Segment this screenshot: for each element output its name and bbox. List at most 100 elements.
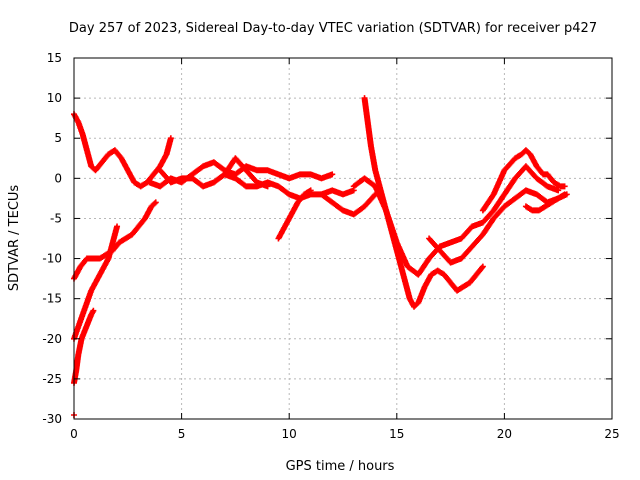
data-point xyxy=(288,193,291,196)
data-point xyxy=(213,161,215,164)
data-point xyxy=(154,201,157,204)
data-point xyxy=(430,273,433,276)
data-point xyxy=(372,157,374,160)
data-point xyxy=(449,241,452,244)
data-point xyxy=(352,213,355,216)
data-point xyxy=(288,177,291,180)
data-point xyxy=(90,289,93,292)
data-point xyxy=(144,217,146,220)
data-point xyxy=(234,157,237,160)
data-point xyxy=(148,181,151,184)
data-point xyxy=(116,225,118,228)
data-point xyxy=(482,209,484,212)
data-point xyxy=(535,177,538,180)
series-track-13 xyxy=(479,147,568,214)
data-point xyxy=(92,257,95,260)
axis-ticks: 0 5 10 15 20 25 -30 -25 -20 -15 -10 -5 0 5 10 15 xyxy=(42,51,619,441)
data-point xyxy=(550,201,553,204)
series-track-7 xyxy=(221,155,271,190)
data-point xyxy=(492,217,495,220)
y-tick-label: -30 xyxy=(42,412,62,426)
data-point xyxy=(77,354,80,356)
data-point xyxy=(256,185,258,188)
series-marks xyxy=(426,187,570,266)
data-point xyxy=(331,201,334,204)
data-point xyxy=(546,173,549,176)
data-point xyxy=(331,173,334,176)
data-point xyxy=(417,301,420,304)
data-point xyxy=(80,337,83,340)
y-tick-label: -10 xyxy=(42,252,62,266)
data-point xyxy=(202,165,204,168)
data-point xyxy=(137,225,140,228)
data-point xyxy=(87,321,89,324)
data-point xyxy=(428,257,430,260)
data-point xyxy=(535,193,538,196)
data-point xyxy=(525,149,527,152)
data-point xyxy=(385,209,387,212)
x-tick-label: 0 xyxy=(70,427,78,441)
grid xyxy=(74,58,612,419)
data-point xyxy=(277,237,280,240)
data-point xyxy=(342,209,344,212)
data-point xyxy=(277,173,280,176)
data-point xyxy=(234,177,237,180)
data-point xyxy=(352,185,355,188)
data-point xyxy=(482,265,484,268)
data-point xyxy=(118,241,120,244)
data-point xyxy=(152,173,155,176)
data-point xyxy=(120,157,123,160)
data-point xyxy=(374,169,377,172)
data-point xyxy=(124,237,127,240)
data-point xyxy=(75,370,77,372)
data-point xyxy=(374,185,377,188)
data-point xyxy=(460,237,463,240)
series-track-9 xyxy=(318,191,379,218)
data-point xyxy=(94,281,97,284)
data-point xyxy=(320,177,323,180)
data-point xyxy=(503,169,506,172)
data-point xyxy=(90,165,93,168)
x-axis-label: GPS time / hours xyxy=(286,459,395,474)
data-point xyxy=(514,177,516,180)
data-point xyxy=(443,273,445,276)
data-point xyxy=(408,297,411,300)
data-point xyxy=(101,161,103,164)
data-point xyxy=(180,177,183,180)
series-track-8 xyxy=(275,187,314,242)
data-point xyxy=(428,237,430,240)
data-point xyxy=(331,189,334,192)
data-point xyxy=(81,133,84,136)
data-point xyxy=(520,153,523,156)
chart-title: Day 257 of 2023, Sidereal Day-to-day VTE… xyxy=(69,21,597,36)
series-track-4 xyxy=(71,223,121,342)
data-point xyxy=(94,169,97,172)
data-point xyxy=(213,181,215,184)
series-track-14 xyxy=(522,191,568,214)
data-point xyxy=(365,113,368,115)
data-point xyxy=(456,289,458,292)
data-point xyxy=(460,257,463,260)
data-point xyxy=(79,265,82,268)
data-point xyxy=(86,301,88,304)
data-point xyxy=(92,309,95,312)
data-point xyxy=(525,189,527,192)
data-point xyxy=(417,273,420,276)
data-point xyxy=(406,265,409,268)
data-point xyxy=(413,305,415,308)
data-point xyxy=(514,197,516,200)
data-point xyxy=(462,285,465,288)
data-point xyxy=(245,185,247,188)
data-point xyxy=(202,185,204,188)
data-point xyxy=(99,257,101,260)
data-point xyxy=(99,273,101,276)
data-point xyxy=(557,197,559,200)
data-point xyxy=(436,269,439,272)
data-point xyxy=(234,173,237,176)
data-point xyxy=(191,173,194,176)
data-point xyxy=(492,209,495,212)
data-point xyxy=(77,325,80,328)
data-point xyxy=(492,193,495,196)
data-point xyxy=(559,185,562,188)
data-point xyxy=(180,181,183,184)
